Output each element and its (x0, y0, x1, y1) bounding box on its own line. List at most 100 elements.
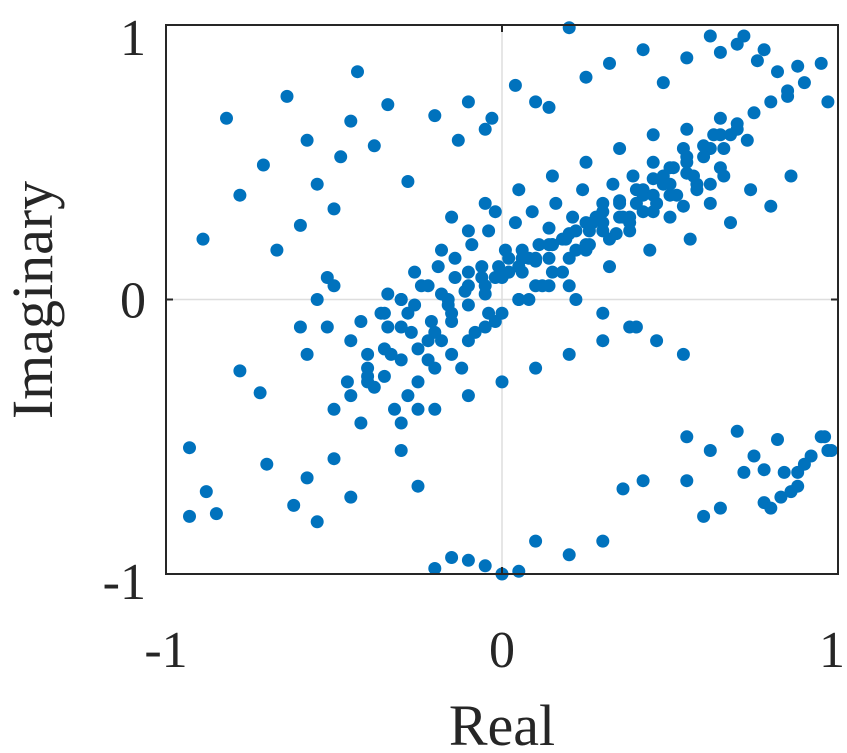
data-point (717, 142, 731, 155)
data-point (478, 122, 492, 136)
data-point (680, 51, 694, 65)
data-point (340, 375, 354, 389)
data-point (492, 260, 506, 274)
data-point (764, 95, 778, 109)
data-point (737, 29, 751, 43)
data-point (327, 402, 341, 416)
data-point (579, 216, 593, 230)
data-point (596, 534, 610, 548)
data-point (495, 306, 509, 320)
data-point (435, 243, 448, 257)
data-point (730, 424, 744, 438)
data-point (461, 389, 475, 403)
data-point (545, 169, 559, 183)
data-point (475, 260, 489, 274)
data-point (737, 465, 751, 479)
data-point (327, 202, 341, 216)
data-point (394, 293, 408, 306)
data-point (404, 325, 418, 339)
data-point (388, 402, 401, 416)
data-point (650, 334, 664, 348)
data-point (646, 128, 660, 142)
data-point (428, 109, 442, 123)
data-point (508, 78, 522, 92)
data-point (623, 224, 637, 238)
data-point (562, 279, 576, 293)
data-point (646, 155, 660, 169)
data-point (757, 43, 771, 57)
data-point (421, 334, 435, 348)
data-point (680, 122, 694, 136)
data-point (300, 133, 314, 147)
data-point (730, 117, 744, 131)
data-point (522, 293, 536, 306)
data-point (448, 251, 462, 265)
data-point (545, 265, 559, 279)
y-tick-label: -1 (103, 554, 146, 611)
data-point (377, 306, 391, 320)
data-point (821, 444, 835, 457)
data-point (542, 100, 556, 114)
data-point (428, 402, 442, 416)
data-point (287, 498, 301, 512)
data-point (680, 150, 694, 164)
data-point (562, 347, 576, 361)
data-point (703, 196, 717, 210)
data-point (676, 347, 690, 361)
data-point (475, 271, 489, 284)
grid-lines (166, 25, 838, 574)
data-point (478, 287, 492, 301)
data-point (502, 251, 516, 265)
data-point (367, 139, 381, 153)
data-point (280, 89, 294, 103)
data-point (576, 183, 590, 197)
data-point (327, 279, 341, 293)
data-point (401, 306, 415, 320)
data-point (327, 452, 341, 466)
data-point (377, 369, 391, 383)
data-point (199, 485, 213, 499)
data-point (411, 402, 425, 416)
data-point (532, 238, 546, 252)
data-point (757, 463, 771, 477)
data-point (804, 449, 818, 463)
data-point (764, 199, 778, 213)
data-point (461, 224, 475, 238)
data-point (310, 177, 324, 191)
data-point (381, 287, 395, 301)
data-point (643, 243, 657, 257)
data-point (424, 315, 438, 328)
data-point (529, 251, 543, 265)
data-point (629, 183, 643, 197)
data-point (646, 188, 660, 202)
data-point (606, 177, 620, 191)
data-point (697, 509, 711, 523)
data-point (797, 76, 811, 90)
data-point (579, 70, 593, 84)
data-point (636, 43, 650, 57)
data-point (260, 457, 274, 471)
data-point (512, 293, 526, 306)
data-point (713, 501, 727, 515)
data-point (680, 474, 694, 488)
data-point (744, 183, 758, 197)
data-point (233, 188, 247, 202)
data-point (525, 205, 539, 219)
data-point (750, 54, 764, 68)
data-point (209, 507, 223, 521)
data-point (663, 210, 677, 224)
data-point (445, 347, 459, 361)
data-point (381, 320, 395, 334)
x-tick-label: -1 (144, 622, 187, 679)
data-point (411, 342, 425, 356)
data-point (310, 293, 324, 306)
data-point (512, 183, 526, 197)
data-point (663, 188, 677, 202)
data-point (354, 416, 368, 430)
data-point (703, 177, 717, 191)
data-point (579, 155, 593, 169)
data-point (690, 183, 704, 197)
data-point (183, 441, 196, 455)
data-point (411, 479, 425, 493)
data-point (196, 232, 210, 246)
